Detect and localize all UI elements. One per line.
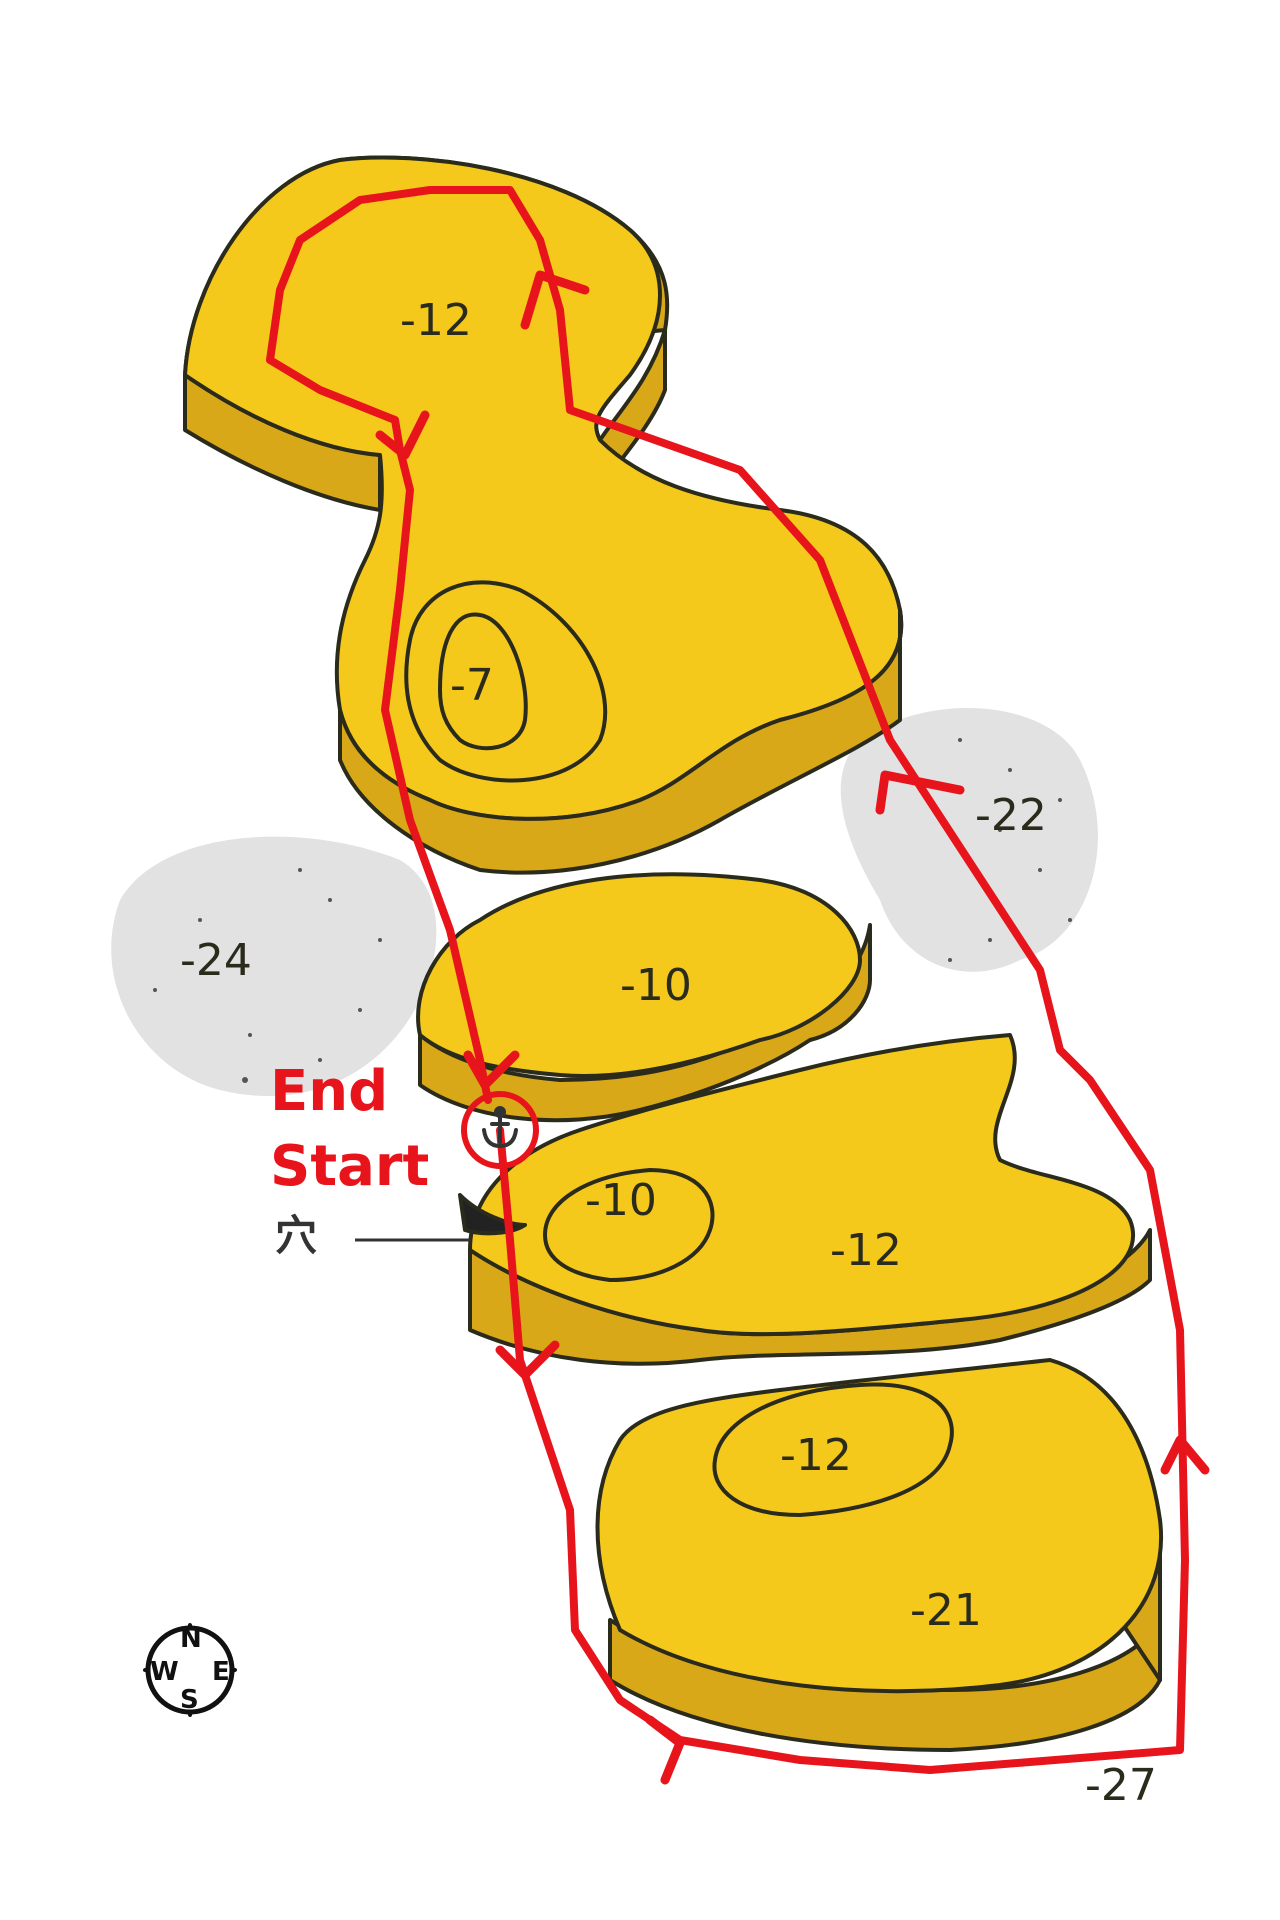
depth-label-sand-east: -22 — [975, 790, 1047, 841]
entry-point — [461, 1091, 539, 1169]
dive-route — [266, 186, 1189, 1774]
compass-s-label: S — [180, 1685, 199, 1715]
direction-arrow-icon — [375, 410, 430, 460]
route-end-label: End — [270, 1059, 388, 1124]
direction-arrow-icon — [1160, 1435, 1210, 1475]
compass-e-label: E — [212, 1657, 230, 1687]
entry-point-ring — [461, 1091, 539, 1169]
route-start-label: Start — [270, 1134, 429, 1199]
compass-n-label: N — [180, 1624, 202, 1654]
direction-arrow-icon — [520, 270, 590, 330]
depth-label-south-patch: -12 — [780, 1430, 852, 1481]
depth-labels: -12 -7 -22 -24 -10 -10 -12 -12 -21 -27 — [180, 295, 1157, 1811]
depth-label-north-reef: -12 — [400, 295, 472, 346]
anchor-icon — [482, 1106, 518, 1149]
direction-arrows — [375, 270, 1210, 1785]
direction-arrow-icon — [463, 1050, 520, 1090]
direction-arrow-icon — [645, 1715, 685, 1785]
depth-label-small-reef: -10 — [585, 1175, 657, 1226]
sand-patch-east — [840, 707, 1098, 972]
sand-patches — [111, 707, 1098, 1096]
depth-label-sand-west: -24 — [180, 935, 252, 986]
depth-label-southeast: -27 — [1085, 1760, 1157, 1811]
compass-w-label: W — [150, 1657, 179, 1687]
dive-route-path — [266, 186, 1189, 1774]
reef-east — [458, 1033, 1152, 1366]
depth-label-middle-reef: -10 — [620, 960, 692, 1011]
direction-arrow-icon — [875, 770, 965, 815]
reef-south — [595, 1358, 1164, 1752]
compass-icon: N E S W — [143, 1623, 237, 1717]
hole-marker: 穴 — [275, 1211, 470, 1260]
sand-patch-west — [111, 836, 437, 1096]
depth-label-east-reef: -12 — [830, 1225, 902, 1276]
direction-arrow-icon — [495, 1340, 560, 1380]
depth-label-south-reef: -21 — [910, 1585, 982, 1636]
reef-middle — [416, 872, 872, 1123]
depth-label-pinnacle: -7 — [450, 660, 494, 711]
hole-label: 穴 — [275, 1211, 317, 1260]
